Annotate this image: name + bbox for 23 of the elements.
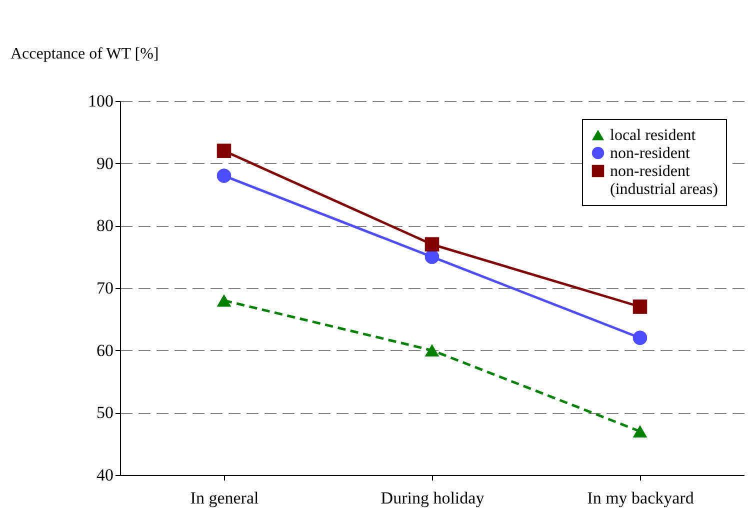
y-tick-label: 80 — [96, 216, 114, 236]
y-axis-title: Acceptance of WT [%] — [10, 46, 159, 62]
y-tick-label: 70 — [96, 278, 114, 298]
point — [216, 144, 232, 158]
y-tick-label: 60 — [96, 340, 114, 360]
point — [424, 250, 440, 264]
point — [424, 237, 440, 252]
y-tick-label: 100 — [88, 92, 114, 110]
y-tick-label: 40 — [96, 466, 114, 484]
legend-label: non-resident (industrial areas) — [610, 163, 718, 198]
legend-label: local resident — [610, 127, 696, 144]
x-tick-label: In general — [190, 488, 259, 508]
x-tick-label: In my backyard — [587, 488, 694, 508]
x-tick-label: During holiday — [380, 488, 485, 508]
point — [216, 168, 232, 183]
y-tick-label: 90 — [96, 154, 114, 173]
y-tick-label: 50 — [96, 403, 114, 422]
point — [632, 425, 648, 438]
point — [424, 344, 440, 356]
legend-label: non-resident — [610, 145, 691, 162]
point — [632, 300, 648, 314]
point — [632, 330, 648, 345]
point — [216, 294, 232, 307]
